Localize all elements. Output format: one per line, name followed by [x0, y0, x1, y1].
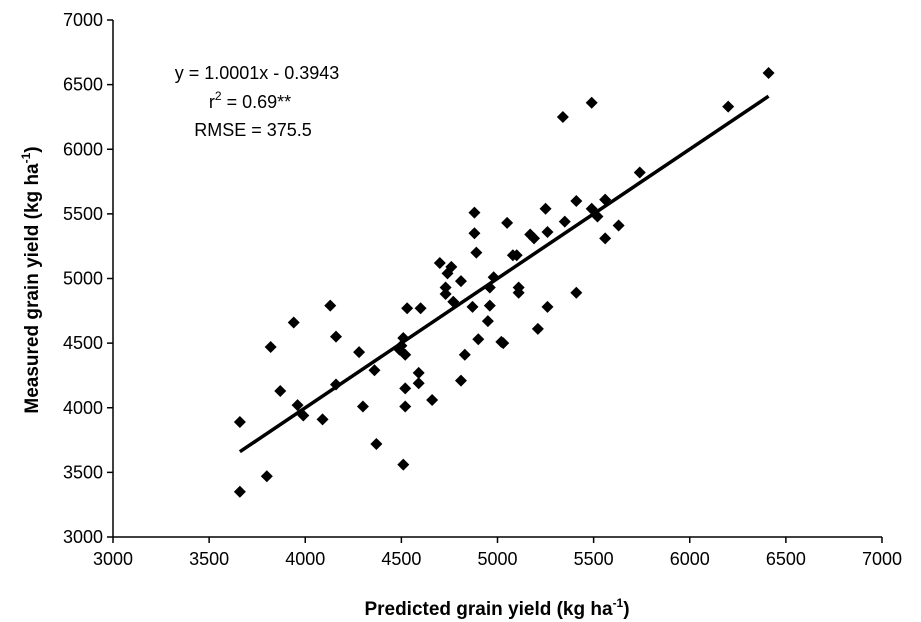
r-squared-value: = 0.69** — [222, 92, 292, 112]
data-point — [433, 256, 446, 269]
data-point — [414, 302, 427, 315]
x-axis — [112, 536, 883, 543]
y-axis — [107, 19, 114, 538]
data-point — [439, 288, 452, 301]
y-axis-title: Measured grain yield (kg ha-1) — [19, 146, 43, 413]
y-tick-label: 3500 — [63, 462, 103, 482]
data-point — [291, 399, 304, 412]
data-point — [483, 299, 496, 312]
data-point — [472, 333, 485, 346]
data-point — [470, 246, 483, 259]
data-point — [399, 348, 412, 361]
x-tick-label: 7000 — [862, 549, 902, 569]
x-tick-label: 4000 — [285, 549, 325, 569]
data-point — [370, 437, 383, 450]
regression-equation: y = 1.0001x - 0.3943 — [175, 63, 340, 83]
data-point — [439, 281, 452, 294]
rmse-label: RMSE = 375.5 — [194, 120, 312, 140]
x-axis-title: Predicted grain yield (kg ha-1) — [364, 596, 629, 620]
data-point — [412, 366, 425, 379]
x-tick-label: 5000 — [477, 549, 517, 569]
data-point — [397, 458, 410, 471]
y-axis-title-superscript: -1 — [19, 152, 33, 163]
regression-line-group — [238, 94, 770, 454]
data-point — [570, 286, 583, 299]
x-tick-labels: 3000 3500 4000 4500 5000 5500 6000 6500 7000 — [93, 549, 902, 569]
y-tick-label: 5500 — [63, 204, 103, 224]
x-tick-label: 4500 — [381, 549, 421, 569]
data-point — [501, 216, 514, 229]
data-point — [599, 232, 612, 245]
data-point — [633, 166, 646, 179]
data-point — [445, 260, 458, 273]
data-point — [287, 316, 300, 329]
r-squared-prefix: r — [209, 92, 215, 112]
data-point — [356, 400, 369, 413]
y-tick-label: 7000 — [63, 10, 103, 30]
data-point — [353, 346, 366, 359]
r-squared-label: r2 = 0.69** — [209, 89, 291, 112]
data-point — [481, 315, 494, 328]
data-point — [401, 302, 414, 315]
data-point — [233, 415, 246, 428]
data-point — [274, 384, 287, 397]
y-tick-label: 6500 — [63, 75, 103, 95]
data-point — [497, 337, 510, 350]
x-tick-label: 6000 — [670, 549, 710, 569]
y-tick-label: 5000 — [63, 269, 103, 289]
y-tick-label: 3000 — [63, 527, 103, 547]
y-tick-label: 4000 — [63, 398, 103, 418]
data-point — [528, 232, 541, 245]
r-squared-superscript: 2 — [215, 89, 222, 103]
x-axis-title-text: Predicted grain yield (kg ha — [364, 599, 613, 620]
x-axis-title-superscript: -1 — [613, 596, 624, 610]
y-axis-title-close: ) — [22, 146, 43, 152]
data-point — [454, 275, 467, 288]
data-point — [330, 330, 343, 343]
y-tick-labels: 3000 3500 4000 4500 5000 5500 6000 6500 7000 — [63, 10, 103, 547]
y-tick-label: 6000 — [63, 139, 103, 159]
data-point — [722, 100, 735, 113]
x-tick-label: 6500 — [766, 549, 806, 569]
data-point — [512, 281, 525, 294]
data-point — [458, 348, 471, 361]
data-point — [260, 470, 273, 483]
data-point — [412, 377, 425, 390]
x-tick-label: 3500 — [189, 549, 229, 569]
data-point — [541, 300, 554, 313]
y-tick-label: 4500 — [63, 333, 103, 353]
data-point — [510, 249, 523, 262]
data-point — [399, 400, 412, 413]
data-point — [612, 219, 625, 232]
data-points — [233, 66, 775, 498]
regression-line — [238, 94, 770, 454]
data-point — [762, 66, 775, 79]
data-point — [316, 413, 329, 426]
x-tick-label: 3000 — [93, 549, 133, 569]
data-point — [468, 227, 481, 240]
data-point — [558, 215, 571, 228]
x-axis-title-close: ) — [623, 599, 629, 620]
data-point — [531, 322, 544, 335]
data-point — [570, 194, 583, 207]
data-point — [233, 485, 246, 498]
data-point — [541, 225, 554, 238]
data-point — [454, 374, 467, 387]
data-point — [324, 299, 337, 312]
data-point — [539, 202, 552, 215]
data-point — [556, 110, 569, 123]
data-point — [468, 206, 481, 219]
data-point — [399, 382, 412, 395]
data-point — [368, 364, 381, 377]
data-point — [264, 341, 277, 354]
x-tick-label: 5500 — [574, 549, 614, 569]
data-point — [585, 96, 598, 109]
data-point — [466, 300, 479, 313]
data-point — [426, 393, 439, 406]
y-axis-title-text: Measured grain yield (kg ha — [22, 163, 43, 414]
